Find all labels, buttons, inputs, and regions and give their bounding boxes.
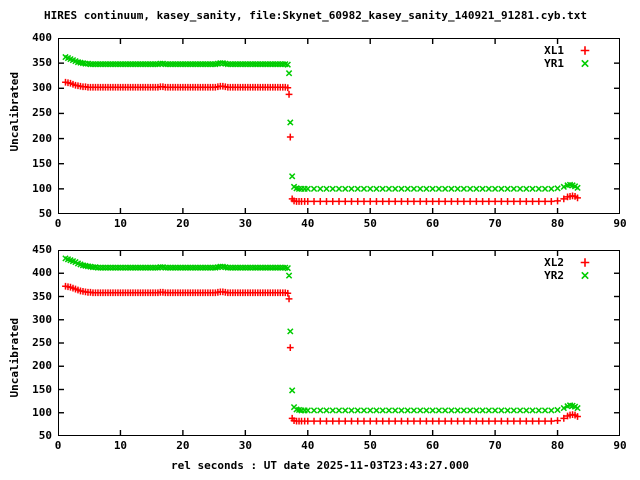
legend-item-yr1: YR1 [460, 57, 610, 70]
x-tick-label: 70 [488, 439, 502, 452]
y-tick-label: 200 [32, 131, 52, 145]
legend-label-xl1: XL1 [544, 44, 564, 57]
x-tick-label: 10 [113, 439, 128, 452]
y-tick-label: 400 [32, 31, 52, 44]
x-tick-label: 90 [613, 217, 627, 230]
series-xl1 [62, 78, 581, 205]
x-tick-label: 50 [363, 217, 377, 230]
y-tick-label: 250 [32, 106, 52, 120]
y-tick-label: 450 [32, 243, 52, 256]
y-tick-label: 100 [32, 405, 52, 419]
data-markers [62, 53, 581, 205]
x-tick-label: 20 [176, 217, 190, 230]
x-tick-label: 40 [301, 439, 315, 452]
top-panel: Uncalibrated 50 100 150 200 250 300 350 400 0 10 2… [8, 31, 627, 230]
x-tick-label: 30 [238, 217, 252, 230]
x-tick-label: 40 [301, 217, 315, 230]
top-panel-legend: XL1 YR1 [460, 44, 610, 70]
x-tick-label: 60 [426, 439, 440, 452]
legend-marker-cross-yr1 [581, 59, 589, 68]
top-panel-frame [58, 38, 620, 214]
bottom-panel-canvas [58, 250, 620, 436]
series-yr1 [62, 53, 581, 193]
y-tick-label: 250 [32, 336, 52, 349]
y-tick-label: 200 [32, 359, 52, 373]
x-tick-label: 80 [550, 439, 565, 452]
x-tick-label: 60 [426, 217, 440, 230]
legend-item-xl2: XL2 [460, 256, 610, 269]
y-tick-label: 150 [32, 156, 52, 170]
y-tick-label: 400 [32, 266, 52, 280]
y-tick-label: 100 [32, 181, 52, 195]
x-tick-label: 90 [613, 439, 627, 452]
y-tick-label: 150 [32, 382, 52, 396]
bottom-panel-frame [58, 250, 620, 436]
series-yr2 [62, 255, 581, 414]
y-tick-label: 350 [32, 289, 52, 303]
y-tick-label: 350 [32, 56, 52, 70]
x-tick-label: 20 [176, 439, 190, 452]
legend-label-yr1: YR1 [544, 57, 564, 70]
data-markers [62, 255, 581, 425]
x-tick-label: 0 [54, 217, 62, 230]
legend-marker-cross-yr2 [581, 271, 589, 280]
x-tick-label: 0 [54, 439, 62, 452]
legend-item-xl1: XL1 [460, 44, 610, 57]
x-axis-label: rel seconds : UT date 2025-11-03T23:43:2… [170, 459, 469, 472]
y-tick-label: 300 [32, 81, 52, 95]
bottom-panel-legend: XL2 YR2 [460, 256, 610, 282]
y-tick-label: 300 [32, 312, 52, 326]
x-tick-label: 30 [238, 439, 252, 452]
page-title: HIRES continuum, kasey_sanity, file:Skyn… [44, 9, 588, 22]
legend-marker-plus-xl1 [580, 46, 590, 55]
legend-label-xl2: XL2 [544, 256, 564, 269]
top-panel-canvas [58, 38, 620, 214]
legend-marker-plus-xl2 [580, 258, 590, 267]
x-tick-label: 10 [113, 217, 128, 230]
x-tick-label: 50 [363, 439, 377, 452]
y-tick-label: 50 [38, 207, 52, 220]
legend-item-yr2: YR2 [460, 269, 610, 282]
x-tick-label: 80 [550, 217, 565, 230]
series-xl2 [62, 282, 581, 425]
bottom-panel: Uncalibrated 50 100 150 200 250 300 350 400 450 0… [0, 240, 640, 480]
legend-label-yr2: YR2 [544, 269, 564, 282]
x-tick-label: 70 [488, 217, 502, 230]
y-tick-label: 50 [38, 429, 52, 442]
